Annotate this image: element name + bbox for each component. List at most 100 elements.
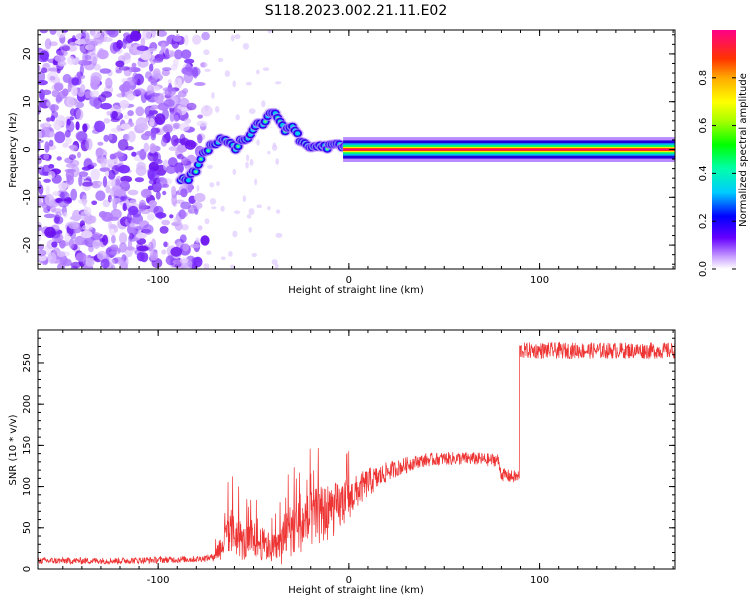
noise-speckle [275, 209, 281, 214]
noise-speckle [92, 239, 101, 249]
noise-speckle [127, 189, 139, 196]
colorbar-tick-label: 0.2 [698, 213, 709, 229]
noise-speckle [107, 30, 119, 38]
noise-speckle [182, 243, 189, 252]
noise-speckle [182, 88, 189, 94]
noise-speckle [56, 156, 62, 161]
noise-speckle [228, 251, 233, 257]
noise-speckle [44, 121, 50, 128]
noise-speckle [183, 34, 189, 46]
noise-speckle [190, 243, 201, 249]
colorbar-tick-label: 0.4 [698, 165, 709, 181]
noise-speckle [65, 163, 77, 168]
noise-speckle [267, 30, 273, 34]
noise-speckle [180, 188, 188, 198]
noise-speckle [55, 211, 62, 218]
noise-speckle [207, 164, 213, 169]
noise-speckle [147, 48, 158, 53]
noise-speckle [93, 64, 102, 71]
noise-speckle [42, 89, 52, 96]
noise-speckle [125, 146, 134, 151]
noise-speckle [135, 233, 147, 239]
noise-speckle [142, 30, 152, 40]
figure-title: S118.2023.002.21.11.E02 [265, 3, 448, 19]
noise-speckle [251, 252, 257, 258]
noise-speckle [114, 152, 124, 157]
noise-speckle [103, 118, 111, 124]
noise-speckle [68, 238, 75, 249]
noise-speckle [168, 157, 178, 168]
noise-speckle [248, 108, 256, 114]
noise-speckle [272, 142, 276, 148]
noise-speckle [38, 105, 42, 115]
noise-speckle [186, 102, 197, 111]
noise-speckle [113, 225, 119, 233]
noise-speckle [108, 133, 113, 141]
noise-speckle [70, 188, 78, 201]
noise-speckle [52, 191, 60, 197]
noise-speckle [181, 224, 189, 231]
noise-speckle [90, 168, 101, 181]
noise-speckle [232, 230, 238, 238]
noise-speckle [187, 205, 198, 214]
noise-speckle [69, 215, 82, 221]
noise-speckle [153, 205, 164, 217]
noise-speckle [65, 137, 72, 145]
noise-speckle [234, 34, 241, 40]
x-tick-label: 0 [346, 275, 352, 286]
noise-speckle [129, 30, 142, 42]
noise-speckle [118, 66, 130, 71]
noise-speckle [132, 89, 142, 97]
noise-speckle [171, 194, 177, 206]
noise-speckle [184, 139, 196, 150]
noise-speckle [101, 37, 113, 43]
noise-speckle [78, 174, 83, 187]
noise-speckle [184, 58, 195, 64]
noise-speckle [89, 90, 99, 98]
noise-speckle [102, 234, 109, 246]
noise-speckle [101, 211, 114, 222]
noise-speckle [65, 120, 75, 133]
noise-speckle [246, 154, 250, 162]
noise-speckle [100, 156, 107, 168]
snr-ylabel: SNR (10 * v/v) [8, 414, 19, 485]
colorbar: 0.0 0.2 0.4 0.6 0.8 Normalized spectral ampl… [698, 30, 749, 277]
y-tick-label: 20 [22, 48, 33, 61]
noise-speckle [136, 123, 149, 131]
noise-speckle [163, 124, 173, 134]
noise-speckle [64, 232, 70, 243]
colorbar-label: Normalized spectral amplitude [738, 73, 749, 227]
noise-speckle [204, 218, 210, 225]
noise-speckle [124, 52, 131, 60]
noise-speckle [82, 224, 93, 231]
noise-speckle [53, 119, 62, 131]
noise-speckle [91, 200, 98, 206]
noise-speckle [138, 199, 147, 211]
noise-speckle [91, 215, 97, 224]
noise-speckle [196, 120, 208, 127]
noise-speckle [90, 72, 102, 83]
noise-speckle [155, 177, 168, 188]
noise-speckle [126, 93, 135, 101]
noise-speckle [197, 114, 204, 119]
noise-speckle [81, 194, 88, 207]
noise-speckle [95, 190, 106, 201]
noise-speckle [100, 102, 112, 110]
noise-speckle [85, 220, 93, 225]
noise-speckle [173, 49, 183, 60]
noise-speckle [149, 143, 157, 154]
noise-speckle [221, 256, 226, 260]
noise-speckle [38, 64, 41, 72]
noise-speckle [149, 174, 155, 182]
noise-speckle [160, 42, 166, 52]
noise-speckle [119, 242, 127, 253]
noise-speckle [254, 178, 258, 186]
noise-speckle [271, 259, 278, 265]
noise-speckle [121, 86, 126, 98]
noise-speckle [75, 130, 88, 141]
noise-speckle [234, 210, 241, 214]
noise-speckle [97, 141, 104, 146]
noise-speckle [245, 81, 252, 86]
y-tick-label: 100 [22, 477, 33, 496]
